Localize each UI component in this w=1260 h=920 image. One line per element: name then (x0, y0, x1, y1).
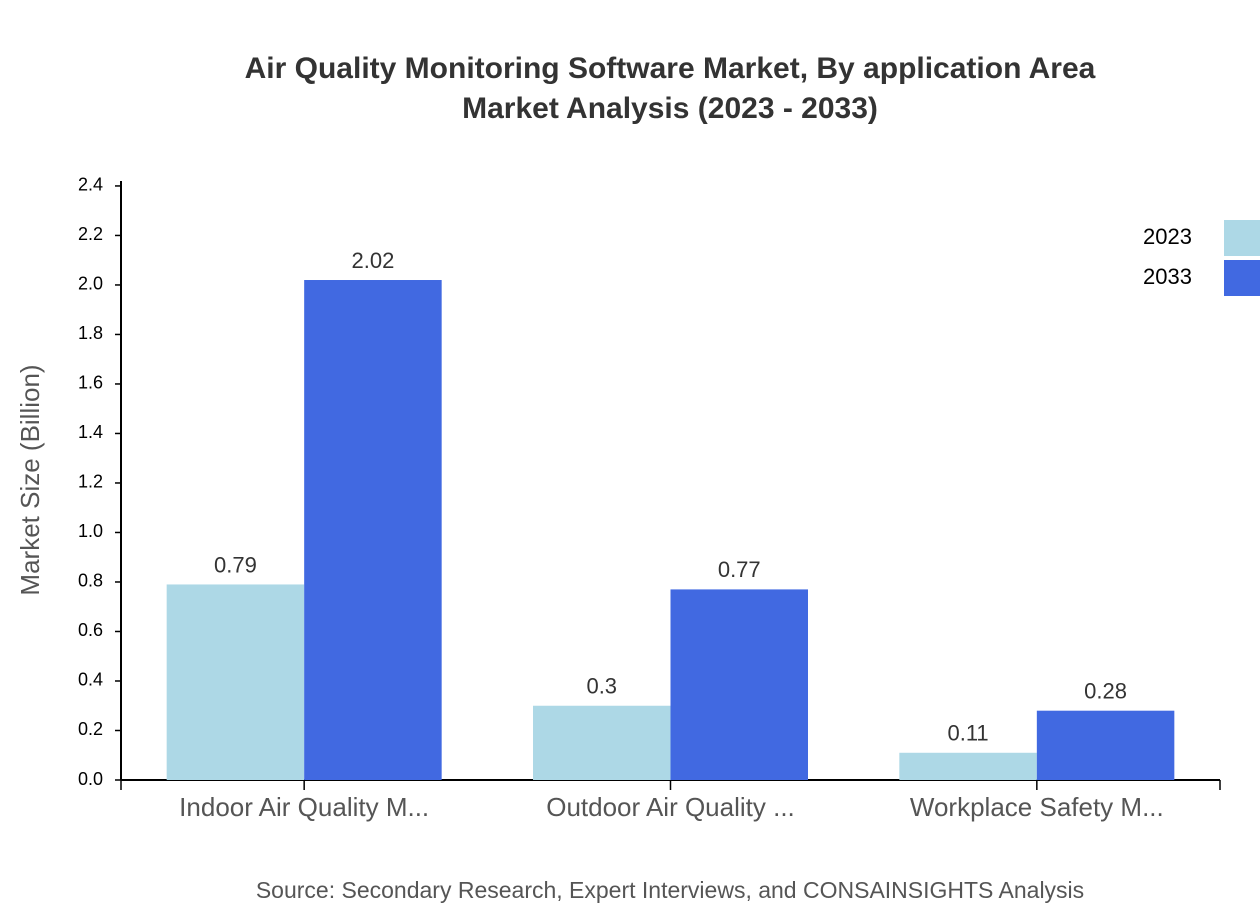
x-tick-label: Indoor Air Quality M... (179, 792, 429, 822)
y-tick-label: 0.8 (78, 571, 103, 591)
source-note: Source: Secondary Research, Expert Inter… (256, 877, 1084, 903)
y-tick-label: 1.4 (78, 422, 103, 442)
y-tick-label: 0.6 (78, 620, 103, 640)
y-tick-label: 0.0 (78, 769, 103, 789)
bar (1036, 710, 1175, 780)
value-label: 0.79 (214, 552, 257, 577)
value-label: 2.02 (352, 248, 395, 273)
legend-label: 2023 (1143, 224, 1192, 249)
y-tick-label: 1.2 (78, 472, 103, 492)
bar (670, 589, 808, 780)
legend-swatch (1224, 260, 1260, 296)
chart-title: Market Analysis (2023 - 2033) (462, 92, 878, 125)
y-tick-label: 1.8 (78, 323, 103, 343)
value-label: 0.11 (947, 721, 988, 746)
y-tick-label: 1.0 (78, 521, 103, 541)
chart-title: Air Quality Monitoring Software Market, … (245, 52, 1096, 85)
x-tick-label: Outdoor Air Quality ... (546, 792, 795, 822)
y-axis-label: Market Size (Billion) (15, 364, 45, 595)
y-tick-label: 2.0 (78, 274, 103, 294)
legend-label: 2033 (1143, 264, 1192, 289)
legend-swatch (1224, 220, 1260, 256)
y-tick-label: 2.2 (78, 224, 103, 244)
y-tick-label: 0.2 (78, 719, 103, 739)
bar (899, 752, 1037, 780)
y-tick-label: 2.4 (78, 175, 103, 195)
value-label: 0.28 (1084, 679, 1127, 704)
x-tick-label: Workplace Safety M... (910, 792, 1164, 822)
value-label: 0.77 (718, 557, 761, 582)
bar (533, 705, 671, 780)
y-tick-label: 0.4 (78, 670, 103, 690)
bar (166, 584, 305, 780)
y-tick-label: 1.6 (78, 373, 103, 393)
value-label: 0.3 (586, 674, 617, 699)
bar (304, 280, 442, 780)
